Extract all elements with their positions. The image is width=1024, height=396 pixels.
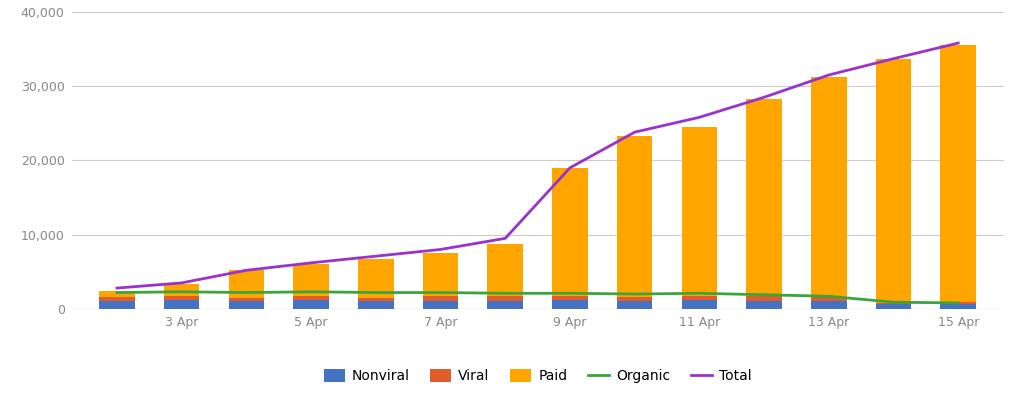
- Bar: [358, 259, 393, 298]
- Bar: [876, 303, 911, 305]
- Bar: [99, 297, 135, 301]
- Bar: [746, 296, 782, 301]
- Bar: [358, 301, 393, 309]
- Bar: [164, 284, 200, 295]
- Bar: [423, 296, 459, 301]
- Bar: [940, 304, 976, 309]
- Bar: [293, 264, 329, 295]
- Bar: [423, 253, 459, 296]
- Bar: [487, 301, 523, 309]
- Legend: Nonviral, Viral, Paid, Organic, Total: Nonviral, Viral, Paid, Organic, Total: [324, 369, 752, 383]
- Bar: [228, 301, 264, 309]
- Bar: [552, 300, 588, 309]
- Bar: [552, 295, 588, 300]
- Bar: [682, 127, 717, 295]
- Bar: [940, 45, 976, 302]
- Bar: [293, 295, 329, 300]
- Bar: [99, 291, 135, 297]
- Bar: [682, 295, 717, 300]
- Bar: [552, 168, 588, 295]
- Bar: [682, 300, 717, 309]
- Bar: [876, 305, 911, 309]
- Bar: [293, 300, 329, 309]
- Bar: [487, 296, 523, 301]
- Bar: [940, 302, 976, 304]
- Bar: [746, 301, 782, 309]
- Bar: [487, 244, 523, 296]
- Bar: [811, 297, 847, 301]
- Bar: [811, 301, 847, 309]
- Bar: [616, 301, 652, 309]
- Bar: [99, 301, 135, 309]
- Bar: [746, 99, 782, 296]
- Bar: [358, 298, 393, 301]
- Bar: [616, 136, 652, 297]
- Bar: [164, 300, 200, 309]
- Bar: [164, 295, 200, 300]
- Bar: [228, 270, 264, 298]
- Bar: [228, 298, 264, 301]
- Bar: [616, 297, 652, 301]
- Bar: [423, 301, 459, 309]
- Bar: [876, 59, 911, 303]
- Bar: [811, 77, 847, 297]
